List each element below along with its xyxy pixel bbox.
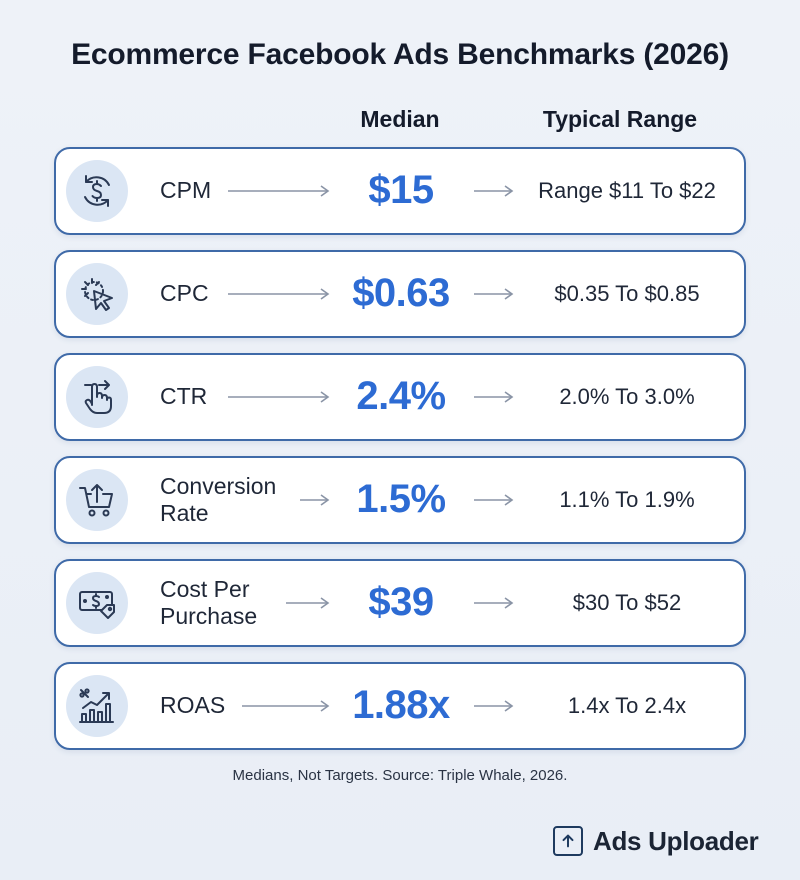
brand-name: Ads Uploader (593, 825, 759, 856)
cursor-click-icon (66, 263, 128, 325)
range-value: $30 To $52 (572, 589, 682, 615)
page-title: Ecommerce Facebook Ads Benchmarks (2026) (71, 38, 729, 71)
dollar-cycle-icon (66, 160, 128, 222)
median-column-header: Median (360, 106, 440, 132)
median-value: 1.5% (356, 477, 446, 521)
median-value: $15 (368, 168, 434, 212)
money-tag-icon (66, 572, 128, 634)
benchmark-row-conversion-rate: Conversion Rate 1.5% 1.1% To 1.9% (54, 456, 746, 544)
benchmark-row-cost-per-purchase: Cost Per Purchase $39 $30 To $52 (54, 559, 746, 647)
range-value: 1.1% To 1.9% (559, 486, 695, 512)
range-value: Range $11 To $22 (538, 177, 716, 203)
arrow-right-icon (242, 700, 330, 712)
median-value: $39 (368, 580, 434, 624)
metric-label: CTR (160, 383, 208, 409)
benchmark-row-cpm: CPM $15 Range $11 To $22 (54, 147, 746, 235)
arrow-right-icon (474, 597, 514, 609)
metric-label: ROAS (160, 692, 226, 718)
source-note: Medians, Not Targets. Source: Triple Wha… (232, 767, 568, 784)
arrow-right-icon (474, 185, 514, 197)
cart-upload-icon (66, 469, 128, 531)
brand-logo: Ads Uploader (553, 824, 759, 858)
metric-label: CPC (160, 280, 209, 306)
median-value: $0.63 (352, 271, 450, 315)
hand-tap-icon (66, 366, 128, 428)
range-value: $0.35 To $0.85 (554, 280, 700, 306)
arrow-right-icon (228, 288, 330, 300)
arrow-right-icon (286, 597, 330, 609)
range-value: 2.0% To 3.0% (559, 383, 695, 409)
metric-label: CPM (160, 177, 212, 203)
range-column-header: Typical Range (542, 106, 698, 132)
upload-box-icon (553, 826, 583, 856)
arrow-right-icon (228, 185, 330, 197)
arrow-right-icon (474, 288, 514, 300)
arrow-right-icon (474, 494, 514, 506)
growth-chart-icon (66, 675, 128, 737)
arrow-right-icon (474, 700, 514, 712)
metric-label: Conversion Rate (160, 472, 277, 526)
arrow-right-icon (474, 391, 514, 403)
benchmark-row-cpc: CPC $0.63 $0.35 To $0.85 (54, 250, 746, 338)
range-value: 1.4x To 2.4x (567, 692, 687, 718)
median-value: 2.4% (356, 374, 446, 418)
benchmark-row-ctr: CTR 2.4% 2.0% To 3.0% (54, 353, 746, 441)
median-value: 1.88x (352, 683, 450, 727)
arrow-right-icon (228, 391, 330, 403)
metric-label: Cost Per Purchase (160, 575, 258, 629)
benchmark-row-roas: ROAS 1.88x 1.4x To 2.4x (54, 662, 746, 750)
arrow-right-icon (300, 494, 330, 506)
